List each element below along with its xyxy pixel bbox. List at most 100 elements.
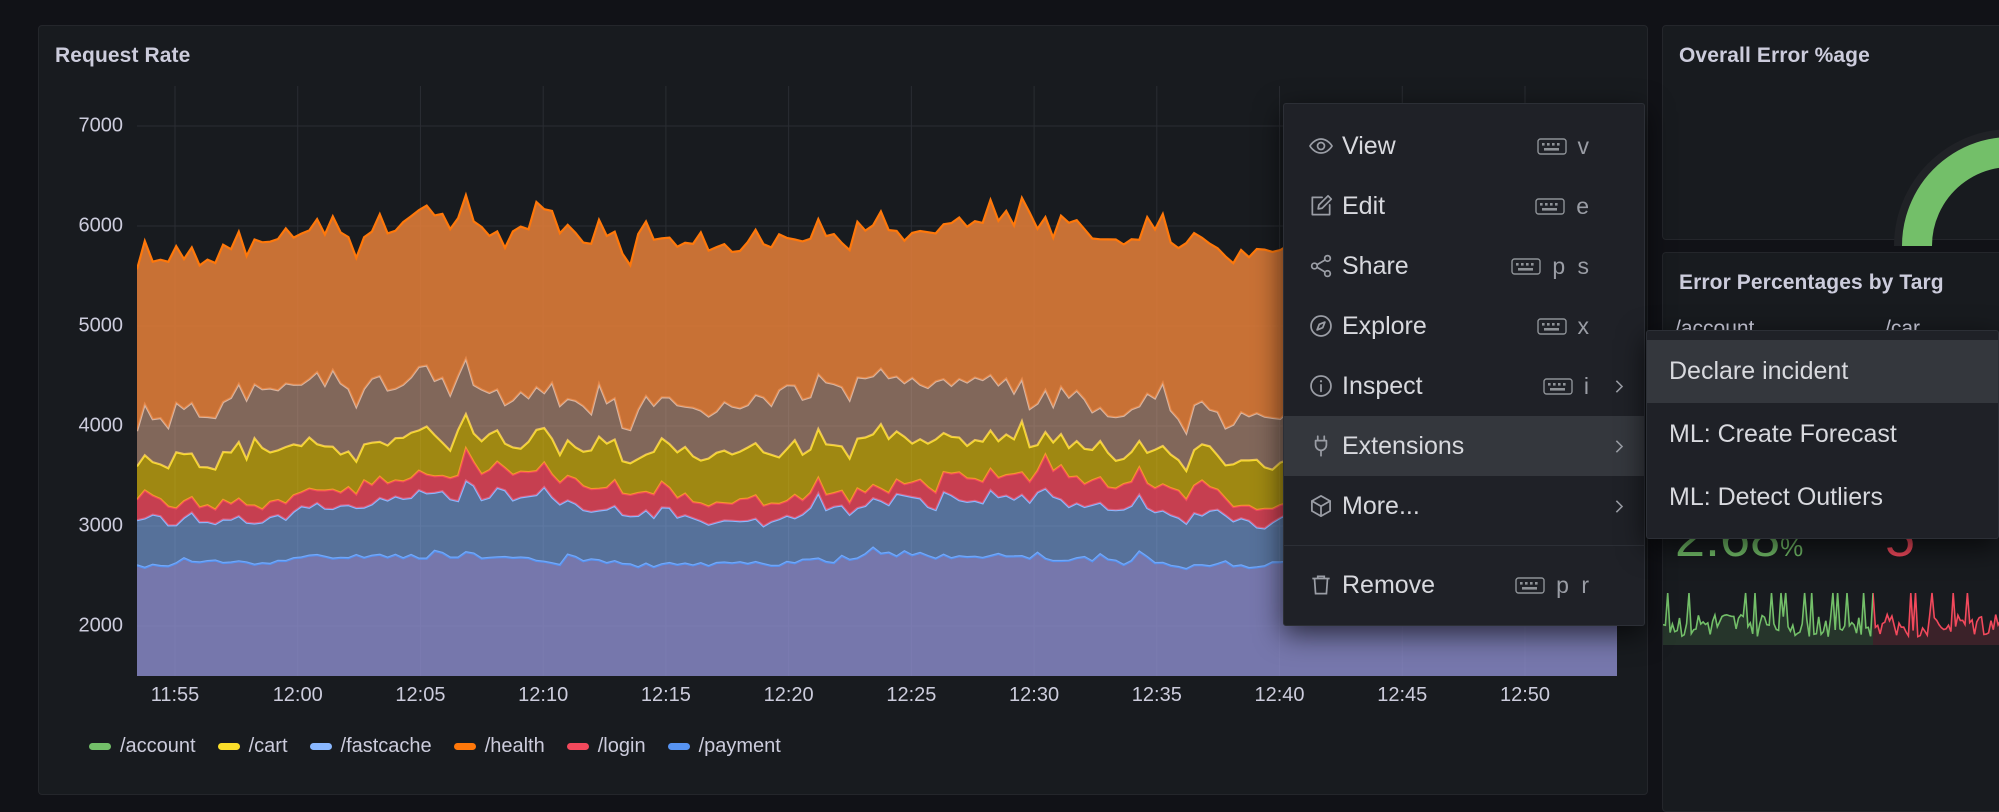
x-axis-tick: 12:40 [1254,684,1305,706]
menu-item-label: View [1342,131,1396,160]
menu-item-keys: x [1577,312,1592,339]
legend-item-fastcache[interactable]: /fastcache [309,734,432,758]
menu-item-label: Extensions [1342,431,1465,460]
legend-item-login[interactable]: /login [566,734,646,758]
menu-item-shortcut: p s [1511,253,1592,280]
x-axis-tick: 12:05 [395,684,446,706]
y-axis-tick: 7000 [78,114,124,137]
stat-value-unit: % [1780,532,1804,562]
submenu-item-declare-incident[interactable]: Declare incident [1647,340,1998,403]
menu-item-keys: p s [1552,252,1592,279]
menu-item-remove[interactable]: Remove p r [1284,555,1644,615]
area-series-payment [137,547,1617,676]
menu-item-remove-label: Remove [1342,570,1436,599]
share-icon [1308,253,1342,279]
sparkline [1663,592,1873,645]
menu-item-remove-keys: p r [1556,571,1592,598]
extensions-submenu-items: Declare incident ML: Create Forecast ML: D… [1647,340,1998,529]
menu-item-keys: v [1577,132,1592,159]
keyboard-icon [1535,196,1565,217]
menu-item-more[interactable]: More... [1284,476,1644,536]
menu-item-explore[interactable]: Explore x [1284,296,1644,356]
keyboard-icon [1536,316,1567,337]
menu-item-keys: e [1576,192,1592,219]
panel-overall-error[interactable]: Overall Error %age [1662,25,1999,247]
chart-legend[interactable]: /account/cart/fastcache/health/login/pay… [89,731,803,761]
y-axis-tick: 6000 [78,214,124,237]
menu-item-shortcut: i [1543,373,1592,400]
legend-color-swatch [566,742,589,750]
menu-item-edit[interactable]: Edit e [1284,176,1644,236]
menu-item-shortcut: e [1535,193,1592,220]
chevron-right-icon [1606,498,1630,515]
area-series-health [137,163,1617,434]
submenu-item-ml-create-forecast[interactable]: ML: Create Forecast [1669,420,1897,448]
x-axis-tick: 12:10 [518,684,569,706]
keyboard-icon [1511,256,1542,277]
x-axis-tick: 12:00 [272,684,323,706]
legend-label: /login [597,734,646,757]
y-axis-tick: 4000 [78,414,124,437]
menu-item-shortcut: v [1536,132,1593,160]
menu-item-remove-shortcut: p r [1515,572,1592,599]
menu-item-share[interactable]: Share p s [1284,236,1644,296]
menu-item-extensions[interactable]: Extensions [1284,416,1644,476]
legend-item-health[interactable]: /health [453,734,545,758]
menu-item-label: Edit [1342,191,1386,220]
y-axis-tick: 5000 [78,314,124,337]
legend-label: /account [120,734,196,757]
legend-color-swatch [453,742,476,750]
sparkline [1873,592,1999,645]
y-axis-tick: 2000 [78,614,124,637]
submenu-item-ml-detect-outliers[interactable]: ML: Detect Outliers [1669,483,1883,511]
legend-color-swatch [89,742,111,750]
x-axis-tick: 12:30 [1009,684,1060,706]
panel-title-request-rate: Request Rate [55,44,191,67]
info-icon [1308,373,1342,399]
x-axis: 11:55 12:00 12:05 12:10 12:15 12:20 12:25 12:30… [137,678,1617,718]
gauge-chart [1881,96,1999,256]
legend-label: /payment [698,734,781,757]
menu-item-view[interactable]: View v [1284,116,1644,176]
legend-item-cart[interactable]: /cart [217,734,288,758]
menu-item-label: Explore [1342,311,1427,340]
compass-icon [1308,313,1342,339]
trash-icon [1308,572,1342,598]
x-axis-tick: 12:35 [1131,684,1182,706]
menu-item-label: Inspect [1342,371,1423,400]
menu-divider [1284,545,1644,546]
legend-color-swatch [217,742,240,750]
panel-context-menu[interactable]: View v Edit e Share p s Explore x Inspect i Extens… [1283,103,1645,626]
menu-item-label: Share [1342,251,1409,280]
cube-icon [1308,493,1342,519]
menu-item-inspect[interactable]: Inspect i [1284,356,1644,416]
legend-color-swatch [309,742,332,750]
legend-label: /health [484,734,545,757]
area-series-account [137,335,1617,471]
y-axis: 2000 3000 4000 5000 6000 7000 [39,86,137,676]
eye-icon [1308,133,1342,159]
plug-icon [1308,433,1342,459]
extensions-submenu[interactable]: Declare incident ML: Create Forecast ML: D… [1646,330,1999,539]
legend-item-payment[interactable]: /payment [667,734,781,758]
pencil-icon [1308,193,1342,219]
menu-item-label: More... [1342,491,1420,520]
keyboard-icon [1536,136,1567,157]
area-series-fastcache [137,478,1617,570]
x-axis-tick: 12:25 [886,684,937,706]
legend-label: /fastcache [340,734,432,757]
legend-item-account[interactable]: /account [89,735,196,758]
keyboard-icon [1543,376,1573,397]
x-axis-tick: 12:50 [1499,684,1551,706]
legend-color-swatch [667,742,690,750]
chevron-right-icon [1606,438,1630,455]
x-axis-tick: 12:20 [763,684,814,706]
context-menu-items: View v Edit e Share p s Explore x Inspect i Extens… [1284,116,1644,536]
legend-label: /cart [248,734,288,757]
x-axis-tick: 12:45 [1377,684,1428,706]
panel-title-error-by-target: Error Percentages by Targ [1679,271,1944,294]
menu-item-keys: i [1583,372,1592,399]
chevron-right-icon [1606,378,1630,395]
x-axis-tick: 12:15 [640,684,691,706]
area-series-cart [137,412,1617,513]
